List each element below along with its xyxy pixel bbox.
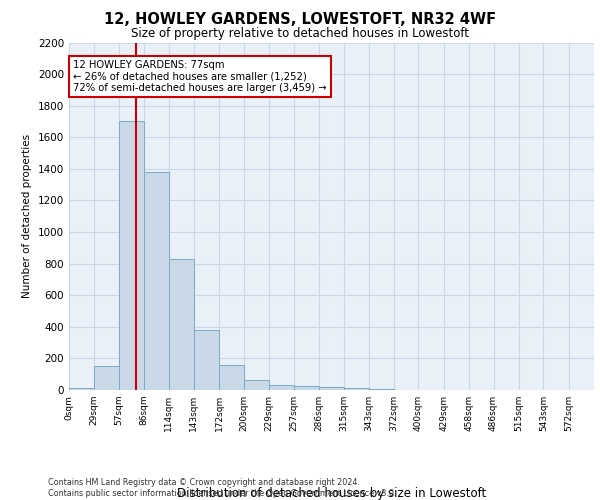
Text: Size of property relative to detached houses in Lowestoft: Size of property relative to detached ho… — [131, 28, 469, 40]
Y-axis label: Number of detached properties: Number of detached properties — [22, 134, 32, 298]
Bar — [94, 366, 119, 390]
X-axis label: Distribution of detached houses by size in Lowestoft: Distribution of detached houses by size … — [177, 487, 486, 500]
Bar — [244, 380, 269, 390]
Bar — [194, 330, 219, 390]
Bar — [319, 387, 344, 390]
Text: Contains HM Land Registry data © Crown copyright and database right 2024.
Contai: Contains HM Land Registry data © Crown c… — [48, 478, 397, 498]
Bar — [344, 388, 368, 390]
Bar — [219, 364, 244, 390]
Bar — [269, 386, 293, 390]
Bar — [69, 388, 94, 390]
Text: 12, HOWLEY GARDENS, LOWESTOFT, NR32 4WF: 12, HOWLEY GARDENS, LOWESTOFT, NR32 4WF — [104, 12, 496, 28]
Bar — [119, 122, 144, 390]
Bar — [368, 389, 394, 390]
Bar — [144, 172, 169, 390]
Bar — [169, 259, 194, 390]
Bar — [293, 386, 319, 390]
Text: 12 HOWLEY GARDENS: 77sqm
← 26% of detached houses are smaller (1,252)
72% of sem: 12 HOWLEY GARDENS: 77sqm ← 26% of detach… — [73, 60, 327, 93]
